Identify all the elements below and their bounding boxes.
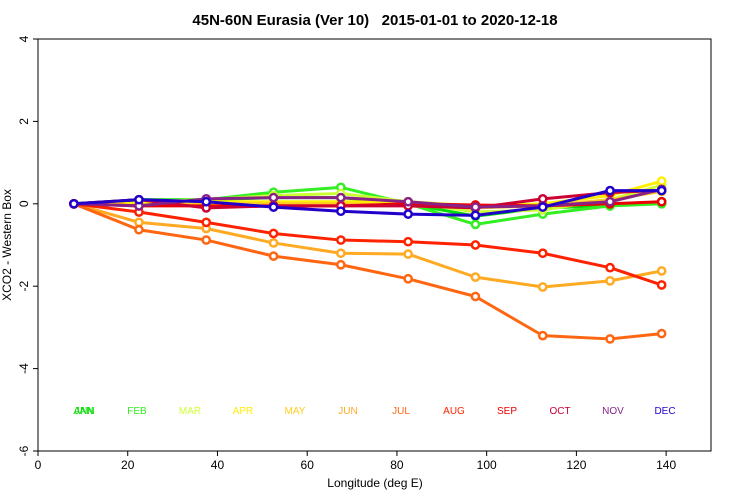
month-label-jan: JAN — [75, 406, 94, 417]
data-point — [268, 251, 279, 261]
data-point — [134, 224, 144, 235]
data-point — [605, 334, 615, 344]
data-point — [201, 196, 212, 207]
data-point — [537, 202, 548, 212]
x-axis-label: Longitude (deg E) — [327, 476, 422, 490]
data-point — [605, 262, 615, 273]
data-point — [470, 210, 481, 221]
data-point — [134, 217, 144, 228]
plot-frame — [37, 38, 712, 452]
data-point — [403, 236, 413, 247]
data-point — [470, 240, 481, 250]
data-point — [656, 280, 667, 290]
data-point — [268, 192, 279, 203]
x-tick-label: 80 — [390, 458, 404, 472]
data-point — [470, 291, 481, 302]
data-point — [403, 249, 413, 259]
data-point — [268, 202, 279, 212]
data-point — [403, 209, 413, 219]
data-point — [470, 219, 481, 230]
y-axis-label: XCO2 - Western Box — [0, 189, 14, 301]
series-line — [73, 202, 662, 289]
data-point — [605, 275, 615, 286]
y-tick-label: 0 — [17, 200, 31, 207]
series-line — [73, 202, 663, 287]
data-point — [605, 196, 615, 207]
data-point — [134, 194, 144, 205]
x-tick-label: 0 — [35, 458, 42, 472]
data-point — [605, 185, 615, 196]
month-label-jun: JUN — [338, 406, 357, 417]
series-dec — [69, 185, 667, 221]
month-label-may: MAY — [285, 406, 306, 417]
series-line — [73, 187, 662, 209]
month-label-ann: ANN — [73, 406, 94, 417]
series-layer — [69, 176, 667, 344]
y-tick-label: -6 — [17, 445, 31, 456]
data-point — [201, 217, 212, 228]
data-point — [268, 238, 279, 248]
plot-area: 0 20 40 60 80 100 120 140 -6 -4 -2 0 2 4 — [17, 35, 712, 472]
data-point — [470, 272, 481, 282]
x-tick-label: 40 — [211, 458, 225, 472]
x-tick-label: 100 — [477, 458, 497, 472]
data-point — [537, 248, 548, 259]
data-point — [656, 266, 667, 276]
data-point — [336, 206, 346, 217]
y-tick-label: -4 — [17, 363, 31, 374]
month-label-aug: AUG — [443, 406, 465, 417]
chart-title: 45N-60N Eurasia (Ver 10) 2015-01-01 to 2… — [192, 12, 557, 29]
data-point — [403, 196, 413, 207]
series-line — [73, 202, 662, 341]
data-point — [470, 202, 481, 212]
data-point — [537, 330, 548, 341]
y-tick-label: 2 — [17, 118, 31, 125]
data-point — [656, 328, 667, 339]
month-label-mar: MAR — [179, 406, 201, 417]
data-point — [268, 228, 279, 239]
data-point — [69, 198, 79, 209]
y-tick-label: -2 — [17, 281, 31, 292]
month-label-feb: FEB — [127, 406, 147, 417]
data-point — [656, 176, 667, 186]
data-point — [336, 259, 346, 270]
data-point — [336, 192, 346, 203]
data-point — [656, 196, 667, 207]
x-tick-label: 20 — [121, 458, 135, 472]
y-tick-label: 4 — [17, 35, 31, 42]
x-tick-label: 120 — [566, 458, 586, 472]
month-label-sep: SEP — [497, 406, 517, 417]
data-point — [336, 235, 346, 245]
data-point — [336, 248, 346, 259]
x-tick-label: 140 — [656, 458, 676, 472]
series-line — [73, 189, 662, 217]
data-point — [537, 282, 548, 292]
x-tick-label: 60 — [301, 458, 315, 472]
month-label-apr: APR — [233, 406, 254, 417]
data-point — [656, 185, 667, 196]
month-label-oct: OCT — [549, 406, 570, 417]
data-point — [403, 273, 413, 284]
data-point — [201, 235, 212, 245]
month-label-dec: DEC — [654, 406, 675, 417]
month-label-jul: JUL — [392, 406, 410, 417]
month-label-nov: NOV — [602, 406, 624, 417]
